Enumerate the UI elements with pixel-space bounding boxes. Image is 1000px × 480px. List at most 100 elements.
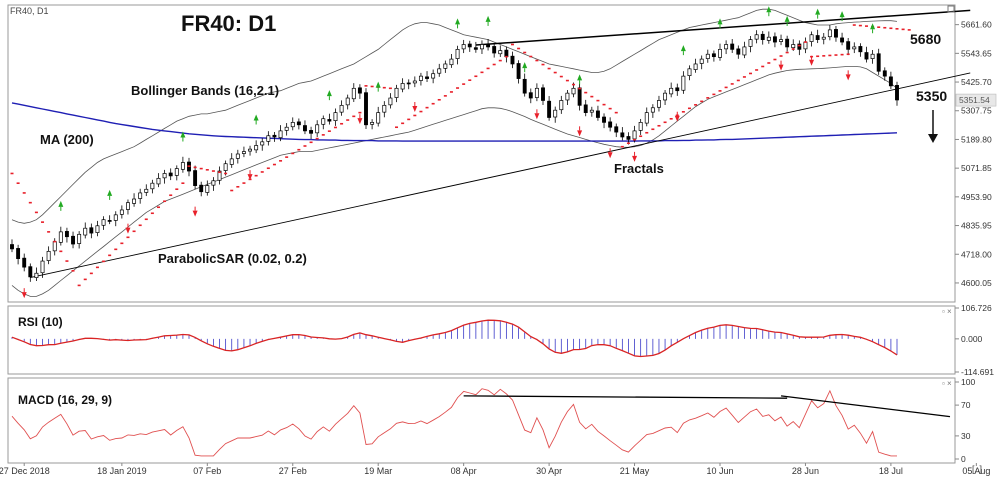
candle-body (834, 29, 838, 38)
fractal-down-head (412, 106, 418, 112)
candle (16, 244, 21, 265)
candle-body (431, 73, 436, 79)
sar-dot (370, 85, 374, 88)
sar-dot (59, 250, 63, 253)
candle-body (467, 43, 472, 48)
rsi-axis-label: 106.726 (961, 303, 992, 313)
macd-close-icon[interactable]: ▫ × (942, 379, 952, 388)
sar-dot (639, 135, 643, 138)
candle-body (162, 173, 167, 179)
candle (547, 96, 552, 121)
candle-body (303, 125, 307, 132)
macd-label: MACD (16, 29, 9) (18, 393, 112, 407)
candle (516, 60, 521, 84)
candle (309, 126, 314, 140)
macd-axis-label: 30 (961, 431, 971, 441)
candle-body (449, 58, 454, 66)
candle-body (705, 53, 710, 59)
candle (180, 156, 185, 173)
candle-body (687, 68, 692, 76)
sar-dot (572, 83, 576, 86)
x-axis-label: 18 Jul (879, 466, 903, 476)
candle (138, 188, 143, 204)
sar-dot (315, 137, 319, 140)
candle-body (345, 97, 350, 106)
candle (797, 40, 802, 56)
price-axis-label: 4835.95 (961, 221, 992, 231)
candle-body (357, 87, 362, 94)
candle-body (126, 202, 130, 210)
ma200-line (11, 102, 898, 142)
candle (83, 222, 88, 239)
fractal-down-icon (845, 70, 851, 81)
candle-body (150, 182, 155, 190)
candle-body (699, 58, 704, 64)
x-axis-label: 08 Apr (451, 466, 477, 476)
sar-dot (224, 172, 228, 175)
macd-line (11, 388, 897, 457)
fractal-down-head (845, 74, 851, 81)
fractal-up-head (680, 45, 686, 52)
candle-body (559, 100, 564, 111)
candle (260, 138, 265, 151)
fractal-up-head (375, 81, 381, 88)
candle (821, 33, 826, 45)
candle (156, 173, 161, 188)
fractal-up-head (766, 6, 772, 13)
level-5350-label: 5350 (916, 88, 947, 104)
candle-body (681, 75, 686, 91)
candle (64, 227, 69, 243)
candle-body (791, 44, 796, 49)
fractal-down-head (607, 152, 613, 159)
candle (77, 231, 82, 249)
candle-body (614, 126, 619, 133)
fractal-up-icon (522, 62, 528, 73)
panel-expand-icon[interactable] (947, 5, 955, 13)
fractal-up-icon (375, 81, 381, 92)
sar-dot (211, 170, 215, 172)
sar-dot (626, 142, 630, 145)
sar-dot (303, 145, 307, 147)
candle (840, 32, 845, 46)
down-arrow-icon (928, 110, 938, 143)
candle (46, 246, 51, 265)
candle (522, 73, 527, 97)
candle (809, 31, 814, 47)
sar-dot (620, 145, 624, 148)
candle-body (132, 198, 137, 204)
candle (834, 26, 838, 42)
macd-panel-frame (7, 377, 956, 464)
candle (211, 177, 216, 191)
rsi-close-icon[interactable]: ▫ × (942, 307, 952, 316)
sar-dot (309, 141, 313, 144)
candle-body (193, 170, 198, 186)
candle (541, 84, 545, 106)
sar-dot (333, 126, 337, 129)
candle (663, 89, 668, 105)
candle (461, 39, 466, 54)
candle (376, 106, 381, 127)
candle (779, 34, 783, 46)
candle (425, 71, 429, 82)
sar-dot (266, 167, 270, 170)
candle-body (235, 153, 240, 159)
candle (278, 125, 283, 142)
candle-body (333, 112, 338, 122)
candle (638, 118, 643, 135)
sar-dot (132, 230, 136, 233)
sar-dot (120, 242, 124, 245)
sar-dot (156, 206, 160, 209)
candle-body (229, 158, 234, 165)
sar-dot (773, 58, 777, 61)
candle-body (534, 87, 539, 98)
fractal-up-head (58, 200, 64, 207)
sar-dot (559, 75, 563, 78)
trendline-1 (475, 9, 971, 46)
sar-dot (730, 83, 734, 85)
fractal-up-head (455, 18, 461, 25)
candle (34, 267, 39, 282)
candle (144, 184, 149, 197)
candle-body (364, 92, 368, 126)
candle-body (638, 122, 643, 131)
